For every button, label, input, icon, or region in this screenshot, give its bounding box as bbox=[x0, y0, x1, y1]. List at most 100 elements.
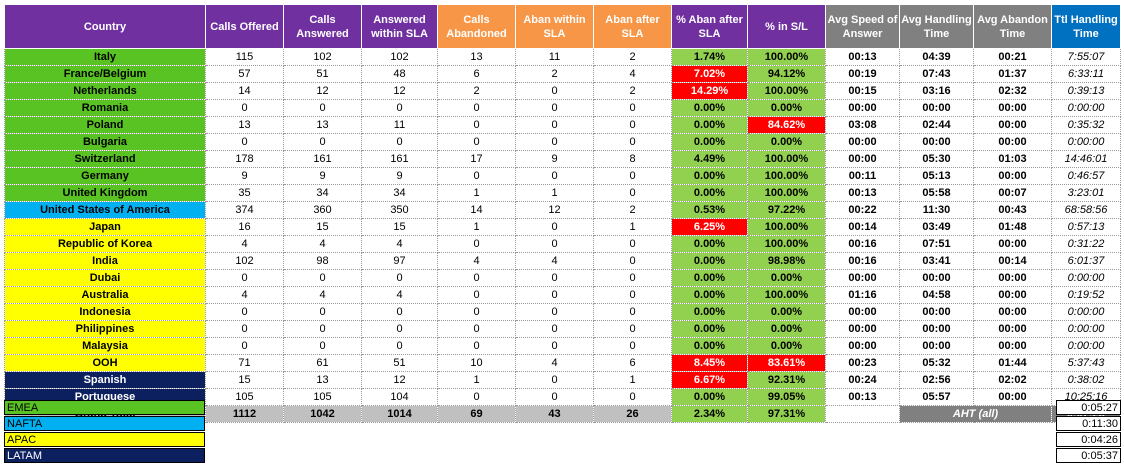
answered-sla-cell: 51 bbox=[361, 354, 438, 372]
avg-abandon-cell: 00:00 bbox=[973, 303, 1052, 321]
country-cell: Romania bbox=[4, 99, 206, 117]
aban-within-cell: 0 bbox=[515, 116, 594, 134]
calls-abandoned-cell: 6 bbox=[437, 65, 516, 83]
country-cell: Malaysia bbox=[4, 337, 206, 355]
avg-speed-cell: 00:00 bbox=[825, 337, 900, 355]
table-row: Malaysia 0 0 0 0 0 0 0.00% 0.00% 00:00 00:00 00:00 0… bbox=[4, 337, 1121, 355]
calls-answered-cell: 13 bbox=[283, 116, 362, 134]
pct-sl-cell: 100.00% bbox=[747, 48, 826, 66]
country-cell: Bulgaria bbox=[4, 133, 206, 151]
ttl-handling-cell: 0:00:00 bbox=[1051, 320, 1121, 338]
pct-aban-cell: 6.67% bbox=[671, 371, 748, 389]
calls-answered-cell: 51 bbox=[283, 65, 362, 83]
total-pct-aban: 2.34% bbox=[671, 405, 748, 423]
answered-sla-cell: 0 bbox=[361, 303, 438, 321]
calls-answered-cell: 34 bbox=[283, 184, 362, 202]
pct-sl-cell: 94.12% bbox=[747, 65, 826, 83]
country-cell: Spanish bbox=[4, 371, 206, 389]
calls-abandoned-cell: 0 bbox=[437, 320, 516, 338]
ttl-handling-cell: 0:35:32 bbox=[1051, 116, 1121, 134]
avg-abandon-cell: 00:43 bbox=[973, 201, 1052, 219]
calls-offered-cell: 35 bbox=[205, 184, 284, 202]
aht-all-label: AHT (all) bbox=[899, 405, 1052, 423]
table-row: Germany 9 9 9 0 0 0 0.00% 100.00% 00:11 05:13 00:00… bbox=[4, 167, 1121, 185]
avg-speed-cell: 00:23 bbox=[825, 354, 900, 372]
calls-answered-cell: 61 bbox=[283, 354, 362, 372]
pct-aban-cell: 0.00% bbox=[671, 184, 748, 202]
aban-within-cell: 0 bbox=[515, 82, 594, 100]
legend-latam: LATAM bbox=[4, 448, 205, 463]
pct-aban-cell: 0.00% bbox=[671, 133, 748, 151]
avg-abandon-cell: 01:03 bbox=[973, 150, 1052, 168]
calls-offered-cell: 374 bbox=[205, 201, 284, 219]
col-header-calls-offered: Calls Offered bbox=[205, 4, 284, 49]
total-calls-offered: 1112 bbox=[205, 405, 284, 423]
total-calls-answered: 1042 bbox=[283, 405, 362, 423]
calls-answered-cell: 98 bbox=[283, 252, 362, 270]
calls-offered-cell: 0 bbox=[205, 337, 284, 355]
pct-sl-cell: 92.31% bbox=[747, 371, 826, 389]
pct-aban-cell: 6.25% bbox=[671, 218, 748, 236]
pct-sl-cell: 99.05% bbox=[747, 388, 826, 406]
calls-abandoned-cell: 0 bbox=[437, 116, 516, 134]
pct-sl-cell: 0.00% bbox=[747, 269, 826, 287]
table-row: Netherlands 14 12 12 2 0 2 14.29% 100.00% 00:15 03… bbox=[4, 82, 1121, 100]
country-cell: Japan bbox=[4, 218, 206, 236]
calls-answered-cell: 15 bbox=[283, 218, 362, 236]
answered-sla-cell: 102 bbox=[361, 48, 438, 66]
aban-within-cell: 11 bbox=[515, 48, 594, 66]
pct-aban-cell: 4.49% bbox=[671, 150, 748, 168]
calls-abandoned-cell: 0 bbox=[437, 337, 516, 355]
aban-after-cell: 1 bbox=[593, 218, 672, 236]
answered-sla-cell: 0 bbox=[361, 133, 438, 151]
calls-answered-cell: 102 bbox=[283, 48, 362, 66]
col-header-calls-answered: Calls Answered bbox=[283, 4, 362, 49]
pct-aban-cell: 0.53% bbox=[671, 201, 748, 219]
table-row: Australia 4 4 4 0 0 0 0.00% 100.00% 01:16 04:58 00:… bbox=[4, 286, 1121, 304]
pct-sl-cell: 97.22% bbox=[747, 201, 826, 219]
answered-sla-cell: 350 bbox=[361, 201, 438, 219]
col-header-aban-within: Aban within SLA bbox=[515, 4, 594, 49]
avg-handling-cell: 05:32 bbox=[899, 354, 974, 372]
aban-after-cell: 0 bbox=[593, 184, 672, 202]
pct-sl-cell: 100.00% bbox=[747, 286, 826, 304]
aban-within-cell: 0 bbox=[515, 99, 594, 117]
pct-sl-cell: 0.00% bbox=[747, 99, 826, 117]
pct-aban-cell: 0.00% bbox=[671, 99, 748, 117]
avg-handling-cell: 00:00 bbox=[899, 269, 974, 287]
ttl-handling-cell: 0:00:00 bbox=[1051, 269, 1121, 287]
calls-answered-cell: 105 bbox=[283, 388, 362, 406]
ttl-handling-cell: 5:37:43 bbox=[1051, 354, 1121, 372]
avg-abandon-cell: 00:00 bbox=[973, 269, 1052, 287]
col-header-aban-after: Aban after SLA bbox=[593, 4, 672, 49]
answered-sla-cell: 15 bbox=[361, 218, 438, 236]
aban-after-cell: 0 bbox=[593, 286, 672, 304]
aban-after-cell: 6 bbox=[593, 354, 672, 372]
region-aht-apac: 0:04:26 bbox=[1056, 432, 1121, 447]
pct-sl-cell: 100.00% bbox=[747, 184, 826, 202]
calls-offered-cell: 71 bbox=[205, 354, 284, 372]
ttl-handling-cell: 0:39:13 bbox=[1051, 82, 1121, 100]
pct-aban-cell: 0.00% bbox=[671, 116, 748, 134]
aban-within-cell: 12 bbox=[515, 201, 594, 219]
calls-offered-cell: 0 bbox=[205, 320, 284, 338]
ttl-handling-cell: 0:00:00 bbox=[1051, 303, 1121, 321]
pct-sl-cell: 98.98% bbox=[747, 252, 826, 270]
col-header-avg-speed: Avg Speed of Answer bbox=[825, 4, 900, 49]
avg-handling-cell: 00:00 bbox=[899, 303, 974, 321]
aban-within-cell: 0 bbox=[515, 371, 594, 389]
ttl-handling-cell: 14:46:01 bbox=[1051, 150, 1121, 168]
total-aban-within: 43 bbox=[515, 405, 594, 423]
aban-after-cell: 0 bbox=[593, 320, 672, 338]
calls-answered-cell: 4 bbox=[283, 235, 362, 253]
calls-offered-cell: 16 bbox=[205, 218, 284, 236]
calls-answered-cell: 0 bbox=[283, 269, 362, 287]
pct-aban-cell: 0.00% bbox=[671, 286, 748, 304]
calls-abandoned-cell: 0 bbox=[437, 99, 516, 117]
avg-handling-cell: 05:30 bbox=[899, 150, 974, 168]
avg-abandon-cell: 00:00 bbox=[973, 116, 1052, 134]
avg-speed-cell: 00:00 bbox=[825, 133, 900, 151]
pct-sl-cell: 84.62% bbox=[747, 116, 826, 134]
country-cell: Poland bbox=[4, 116, 206, 134]
aban-within-cell: 0 bbox=[515, 133, 594, 151]
